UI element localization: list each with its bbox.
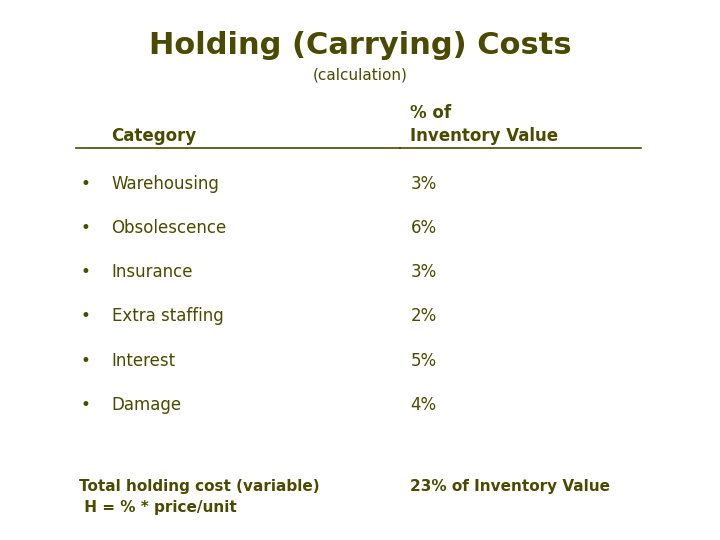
Text: 5%: 5% xyxy=(410,352,436,370)
Text: •: • xyxy=(80,263,90,281)
Text: Holding (Carrying) Costs: Holding (Carrying) Costs xyxy=(149,31,571,60)
Text: Category: Category xyxy=(112,127,197,145)
Text: % of: % of xyxy=(410,104,451,123)
Text: •: • xyxy=(80,307,90,326)
Text: H = % * price/unit: H = % * price/unit xyxy=(79,500,237,515)
Text: 4%: 4% xyxy=(410,396,436,414)
Text: Extra staffing: Extra staffing xyxy=(112,307,223,326)
Text: Total holding cost (variable): Total holding cost (variable) xyxy=(79,478,320,494)
Text: Insurance: Insurance xyxy=(112,263,193,281)
Text: 3%: 3% xyxy=(410,174,436,193)
Text: (calculation): (calculation) xyxy=(312,67,408,82)
Text: Obsolescence: Obsolescence xyxy=(112,219,227,237)
Text: Inventory Value: Inventory Value xyxy=(410,127,559,145)
Text: 6%: 6% xyxy=(410,219,436,237)
Text: •: • xyxy=(80,219,90,237)
Text: Warehousing: Warehousing xyxy=(112,174,220,193)
Text: •: • xyxy=(80,174,90,193)
Text: Interest: Interest xyxy=(112,352,176,370)
Text: Damage: Damage xyxy=(112,396,181,414)
Text: •: • xyxy=(80,396,90,414)
Text: 3%: 3% xyxy=(410,263,436,281)
Text: •: • xyxy=(80,352,90,370)
Text: 2%: 2% xyxy=(410,307,436,326)
Text: 23% of Inventory Value: 23% of Inventory Value xyxy=(410,478,611,494)
